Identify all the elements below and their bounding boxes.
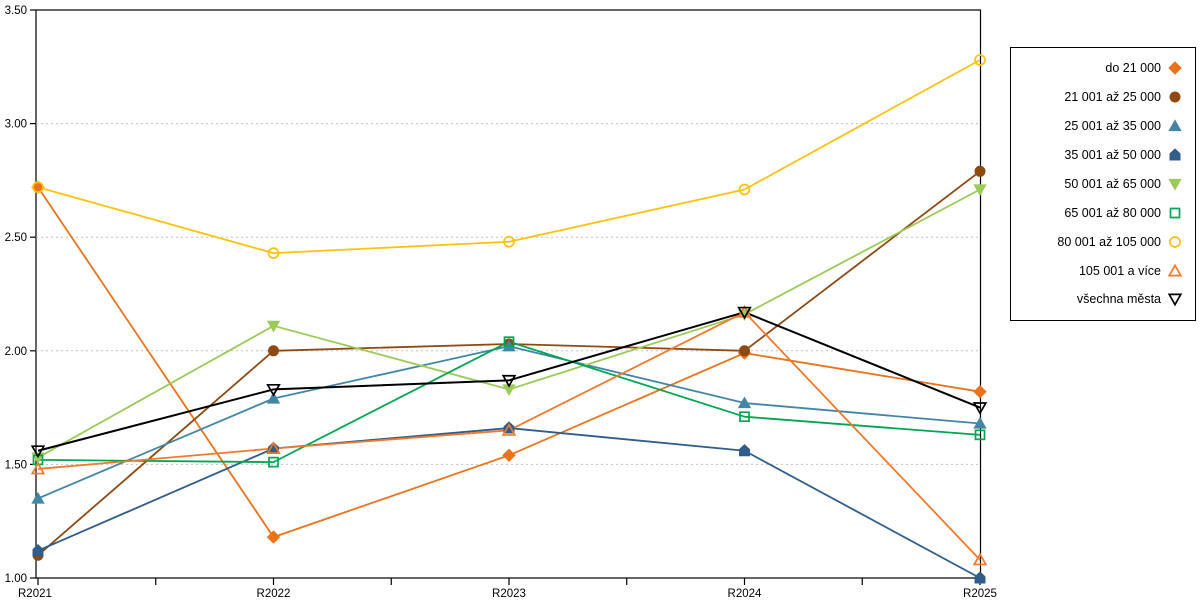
triangle-down-marker (266, 383, 281, 397)
circle-marker (268, 345, 279, 357)
square-marker (974, 429, 986, 441)
legend-marker-icon (1167, 293, 1183, 307)
triangle-up-marker (1168, 119, 1182, 132)
legend-item: 65 001 až 80 000 (1011, 199, 1195, 227)
x-tick-label: R2021 (18, 588, 52, 600)
legend-label: 105 001 a více (1078, 263, 1161, 278)
legend-label: všechna města (1076, 292, 1161, 307)
triangle-down-marker (266, 320, 281, 333)
triangle-up-marker (31, 491, 45, 504)
circle-marker (32, 181, 44, 194)
triangle-down-marker (972, 402, 988, 415)
square-marker (739, 411, 750, 423)
pentagon-marker (974, 571, 986, 584)
series-line-0 (37, 186, 981, 539)
legend-marker-icon (1167, 263, 1183, 277)
circle-marker (739, 345, 750, 357)
y-tick-label: 3.50 (5, 5, 27, 17)
circle-marker (738, 183, 751, 196)
circle-marker (1169, 235, 1181, 248)
x-tick-label: R2022 (257, 588, 291, 600)
triangle-down-marker (737, 306, 752, 320)
series-line-4 (37, 188, 981, 459)
series-line-5 (37, 340, 981, 464)
plot-border (35, 9, 982, 579)
diamond-marker (266, 530, 281, 544)
triangle-up-marker (266, 441, 281, 454)
triangle-up-marker (1167, 263, 1183, 277)
triangle-up-marker (973, 416, 987, 429)
series-line-1 (37, 170, 981, 556)
legend-marker-icon (1168, 119, 1182, 132)
square-marker (503, 336, 515, 348)
legend-label: 25 001 až 35 000 (1064, 119, 1161, 134)
x-tick-label: R2023 (492, 588, 526, 600)
legend-marker-icon (1169, 148, 1181, 161)
diamond-marker (502, 448, 516, 463)
legend-label: 80 001 až 105 000 (1057, 234, 1161, 249)
triangle-down-marker (501, 374, 517, 388)
y-tick-label: 3.00 (5, 119, 27, 131)
triangle-down-marker (30, 445, 46, 459)
triangle-up-marker (972, 552, 988, 566)
series-line-8 (37, 311, 981, 452)
square-marker (268, 456, 279, 468)
y-tick-label: 1.50 (5, 459, 27, 471)
circle-marker (974, 165, 986, 177)
triangle-down-marker (1167, 293, 1183, 307)
pentagon-marker (1169, 148, 1181, 161)
legend-item: do 21 000 (1011, 54, 1195, 82)
legend-label: 65 001 až 80 000 (1064, 205, 1161, 220)
legend-label: 35 001 až 50 000 (1064, 148, 1161, 163)
legend-item: 35 001 až 50 000 (1011, 141, 1195, 169)
legend-marker-icon (1169, 235, 1181, 248)
legend-item: 80 001 až 105 000 (1011, 228, 1195, 256)
series-line-6 (37, 59, 981, 255)
triangle-up-marker (266, 391, 281, 404)
y-tick-label: 2.50 (5, 232, 27, 244)
legend-marker-icon (1168, 61, 1182, 76)
circle-marker (503, 235, 515, 248)
triangle-down-marker (973, 184, 987, 197)
diamond-marker (1168, 61, 1182, 76)
pentagon-marker (32, 544, 44, 557)
legend-item: 105 001 a více (1011, 257, 1195, 285)
chart-legend: do 21 000 21 001 až 25 000 25 001 až 35 00… (1010, 47, 1196, 321)
triangle-down-marker (1168, 178, 1182, 191)
legend-item: 25 001 až 35 000 (1011, 112, 1195, 140)
circle-marker (267, 247, 280, 259)
legend-marker-icon (1168, 178, 1182, 191)
legend-label: do 21 000 (1105, 61, 1161, 76)
legend-item: všechna města (1011, 285, 1195, 313)
triangle-up-marker (737, 396, 752, 409)
x-tick-label: R2025 (963, 588, 997, 600)
x-tick-label: R2024 (728, 588, 762, 600)
circle-marker (974, 54, 986, 66)
legend-marker-icon (1169, 91, 1181, 103)
square-marker (1169, 207, 1181, 219)
y-tick-label: 1.00 (5, 573, 27, 585)
diamond-marker (973, 384, 987, 399)
legend-item: 50 001 až 65 000 (1011, 170, 1195, 198)
legend-item: 21 001 až 25 000 (1011, 83, 1195, 111)
y-tick-label: 2.00 (5, 346, 27, 358)
triangle-up-marker (501, 423, 517, 436)
legend-marker-icon (1169, 207, 1181, 219)
circle-marker (1169, 91, 1181, 103)
triangle-up-marker (30, 461, 46, 475)
pentagon-marker (739, 444, 750, 457)
legend-label: 50 001 až 65 000 (1064, 176, 1161, 191)
legend-label: 21 001 až 25 000 (1064, 90, 1161, 105)
